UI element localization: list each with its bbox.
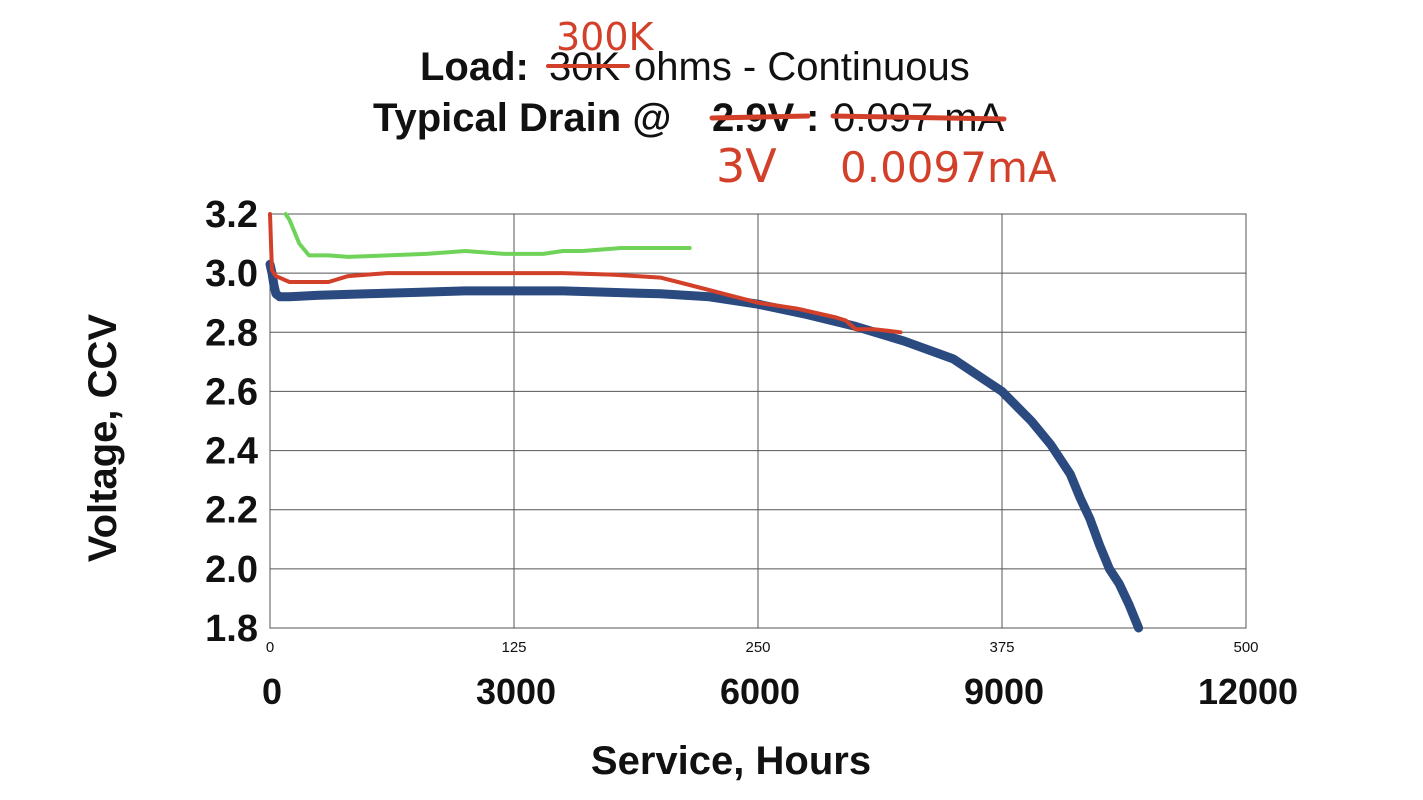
- y-tick-label: 3.2: [205, 194, 258, 236]
- x-tick-label-handwritten: 0: [262, 671, 282, 712]
- series-line-3: [283, 212, 692, 259]
- x-tick-label-handwritten: 9000: [964, 671, 1044, 712]
- title-load-value-handwritten: 300K: [556, 15, 655, 59]
- title-drain-value-handwritten: 0.0097mA: [840, 143, 1057, 192]
- x-tick-label-handwritten: 3000: [476, 671, 556, 712]
- series-lines: [265, 212, 1144, 633]
- y-tick-label: 2.6: [205, 371, 258, 413]
- title-drain-colon: :: [806, 96, 819, 140]
- y-tick-label: 1.8: [205, 608, 258, 650]
- title-load-label: Load:: [420, 45, 529, 89]
- y-tick-label: 2.0: [205, 549, 258, 591]
- y-axis-ticks: 3.2 3.0 2.8 2.6 2.4 2.2 2.0 1.8: [205, 194, 258, 650]
- series-line-2: [268, 212, 903, 335]
- x-tick-label-handwritten: 12000: [1198, 671, 1298, 712]
- x-tick-label-original: 250: [745, 639, 770, 656]
- title-drain-value-strike: [830, 113, 1007, 122]
- y-tick-label: 2.8: [205, 312, 258, 354]
- x-tick-label-original: 0: [266, 639, 274, 656]
- title-drain-label: Typical Drain @: [373, 96, 671, 140]
- x-tick-label-original: 500: [1233, 639, 1258, 656]
- title-drain-voltage-handwritten: 3V: [716, 139, 777, 193]
- y-tick-label: 2.4: [205, 431, 258, 473]
- chart-title: Load: 30K 300K ohms - Continuous Typical…: [373, 15, 1057, 193]
- x-axis-ticks-handwritten: 0 3000 6000 9000 12000: [262, 671, 1298, 712]
- x-tick-label-original: 375: [989, 639, 1014, 656]
- x-axis-label: Service, Hours: [591, 739, 871, 783]
- x-axis-ticks-original: 0 125 250 375 500: [266, 639, 1259, 656]
- y-axis-label: Voltage, CCV: [81, 314, 125, 563]
- y-tick-label: 2.2: [205, 490, 258, 532]
- x-tick-label-original: 125: [501, 639, 526, 656]
- title-load-rest: ohms - Continuous: [634, 45, 970, 89]
- y-tick-label: 3.0: [205, 253, 258, 295]
- x-tick-label-handwritten: 6000: [720, 671, 800, 712]
- title-drain-voltage-strike: [709, 113, 811, 121]
